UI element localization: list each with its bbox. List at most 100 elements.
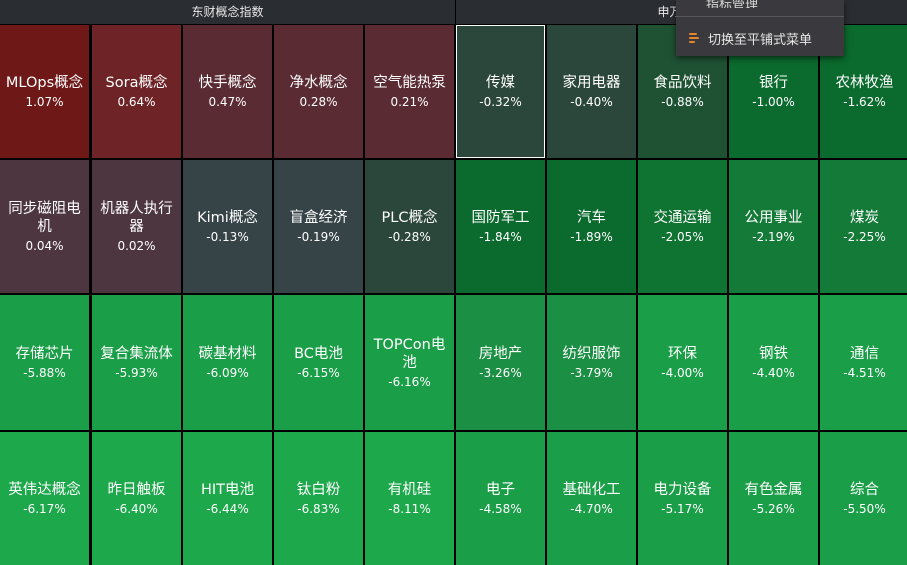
heatmap-grid: MLOps概念 1.07% Sora概念 0.64% 快手概念 0.47% 净水概念 0.28… bbox=[0, 25, 907, 565]
tile-name: 农林牧渔 bbox=[835, 74, 894, 91]
tile-change-pct: 0.21% bbox=[390, 94, 429, 109]
tile-change-pct: -4.00% bbox=[661, 365, 704, 380]
tile-name: 煤炭 bbox=[850, 209, 879, 226]
heatmap-tile[interactable]: 有色金属 -5.26% bbox=[729, 432, 818, 565]
tile-name: HIT电池 bbox=[200, 481, 255, 498]
tile-name: 钢铁 bbox=[759, 345, 788, 362]
tile-name: MLOps概念 bbox=[5, 74, 84, 91]
heatmap-tile[interactable]: 传媒 -0.32% bbox=[456, 25, 545, 158]
heatmap-tile[interactable]: MLOps概念 1.07% bbox=[0, 25, 89, 158]
tile-name: BC电池 bbox=[294, 345, 343, 362]
heatmap-tile[interactable]: 基础化工 -4.70% bbox=[547, 432, 636, 565]
heatmap-tile[interactable]: 电力设备 -5.17% bbox=[638, 432, 727, 565]
heatmap-tile[interactable]: 国防军工 -1.84% bbox=[456, 160, 545, 293]
heatmap-tile[interactable]: 复合集流体 -5.93% bbox=[92, 295, 181, 430]
tile-change-pct: 0.64% bbox=[117, 94, 156, 109]
heatmap-tile[interactable]: 汽车 -1.89% bbox=[547, 160, 636, 293]
heatmap-tile[interactable]: 家用电器 -0.40% bbox=[547, 25, 636, 158]
tile-name: Kimi概念 bbox=[197, 209, 258, 226]
heatmap-tile[interactable]: 有机硅 -8.11% bbox=[365, 432, 454, 565]
tile-name: 有色金属 bbox=[744, 481, 803, 498]
heatmap-tile[interactable]: 综合 -5.50% bbox=[820, 432, 907, 565]
tile-change-pct: -4.58% bbox=[479, 501, 522, 516]
menu-item-partial[interactable]: 指标管理 bbox=[706, 0, 759, 8]
heatmap-tile[interactable]: BC电池 -6.15% bbox=[274, 295, 363, 430]
menu-bars-icon bbox=[686, 30, 702, 46]
tile-change-pct: -6.16% bbox=[388, 374, 431, 389]
tile-change-pct: 0.47% bbox=[208, 94, 247, 109]
heatmap-tile[interactable]: 通信 -4.51% bbox=[820, 295, 907, 430]
heatmap-tile[interactable]: TOPCon电池 -6.16% bbox=[365, 295, 454, 430]
heatmap-tile[interactable]: 空气能热泵 0.21% bbox=[365, 25, 454, 158]
tile-name: 电子 bbox=[486, 481, 515, 498]
tile-name: 房地产 bbox=[478, 345, 523, 362]
tile-change-pct: -5.88% bbox=[23, 365, 66, 380]
tile-change-pct: -6.09% bbox=[206, 365, 249, 380]
tile-change-pct: -1.84% bbox=[479, 229, 522, 244]
tile-change-pct: 0.04% bbox=[25, 238, 64, 253]
menu-divider bbox=[676, 16, 844, 17]
tile-change-pct: -5.50% bbox=[843, 501, 886, 516]
tile-name: 快手概念 bbox=[198, 74, 257, 91]
tile-name: 昨日触板 bbox=[107, 481, 166, 498]
tile-change-pct: -0.32% bbox=[479, 94, 522, 109]
tile-name: 空气能热泵 bbox=[373, 74, 446, 91]
switch-menu-label: 切换至平铺式菜单 bbox=[708, 32, 813, 48]
heatmap-tile[interactable]: 纺织服饰 -3.79% bbox=[547, 295, 636, 430]
tile-name: 公用事业 bbox=[744, 209, 803, 226]
tile-name: PLC概念 bbox=[381, 209, 438, 226]
heatmap-tile[interactable]: 同步磁阻电机 0.04% bbox=[0, 160, 89, 293]
tile-change-pct: -5.93% bbox=[115, 365, 158, 380]
heatmap-tile[interactable]: 盲盒经济 -0.19% bbox=[274, 160, 363, 293]
heatmap-tile[interactable]: 钢铁 -4.40% bbox=[729, 295, 818, 430]
tile-change-pct: -0.88% bbox=[661, 94, 704, 109]
heatmap-tile[interactable]: 英伟达概念 -6.17% bbox=[0, 432, 89, 565]
tile-name: 机器人执行器 bbox=[100, 200, 173, 235]
heatmap-tile[interactable]: 房地产 -3.26% bbox=[456, 295, 545, 430]
heatmap-tile[interactable]: 昨日触板 -6.40% bbox=[92, 432, 181, 565]
heatmap-tile[interactable]: 钛白粉 -6.83% bbox=[274, 432, 363, 565]
heatmap-tile[interactable]: 公用事业 -2.19% bbox=[729, 160, 818, 293]
tile-change-pct: -4.40% bbox=[752, 365, 795, 380]
tile-change-pct: -3.79% bbox=[570, 365, 613, 380]
switch-to-tiled-menu-item[interactable]: 切换至平铺式菜单 bbox=[676, 24, 844, 52]
tile-change-pct: -6.44% bbox=[206, 501, 249, 516]
tile-change-pct: -6.15% bbox=[297, 365, 340, 380]
heatmap-tile[interactable]: 交通运输 -2.05% bbox=[638, 160, 727, 293]
tile-change-pct: -5.17% bbox=[661, 501, 704, 516]
tile-name: 复合集流体 bbox=[100, 345, 173, 362]
heatmap-tile[interactable]: HIT电池 -6.44% bbox=[183, 432, 272, 565]
tile-change-pct: 0.02% bbox=[117, 238, 156, 253]
heatmap-tile[interactable]: 快手概念 0.47% bbox=[183, 25, 272, 158]
tile-change-pct: -4.51% bbox=[843, 365, 886, 380]
tile-name: 钛白粉 bbox=[296, 481, 341, 498]
heatmap-tile[interactable]: 煤炭 -2.25% bbox=[820, 160, 907, 293]
concept-index-title: 东财概念指数 bbox=[0, 0, 456, 24]
heatmap-tile[interactable]: 环保 -4.00% bbox=[638, 295, 727, 430]
tile-name: TOPCon电池 bbox=[373, 336, 446, 371]
tile-change-pct: -2.19% bbox=[752, 229, 795, 244]
heatmap-tile[interactable]: 净水概念 0.28% bbox=[274, 25, 363, 158]
heatmap-tile[interactable]: 存储芯片 -5.88% bbox=[0, 295, 89, 430]
tile-name: 汽车 bbox=[577, 209, 606, 226]
tile-name: 食品饮料 bbox=[653, 74, 712, 91]
heatmap-tile[interactable]: 碳基材料 -6.09% bbox=[183, 295, 272, 430]
tile-name: 电力设备 bbox=[653, 481, 712, 498]
heatmap-tile[interactable]: 机器人执行器 0.02% bbox=[92, 160, 181, 293]
tile-change-pct: -1.89% bbox=[570, 229, 613, 244]
heatmap-tile[interactable]: Kimi概念 -0.13% bbox=[183, 160, 272, 293]
tile-name: 同步磁阻电机 bbox=[8, 200, 81, 235]
tile-name: 纺织服饰 bbox=[562, 345, 621, 362]
tile-name: 有机硅 bbox=[387, 481, 432, 498]
tile-change-pct: -0.40% bbox=[570, 94, 613, 109]
tile-name: 家用电器 bbox=[562, 74, 621, 91]
heatmap-tile[interactable]: PLC概念 -0.28% bbox=[365, 160, 454, 293]
heatmap-tile[interactable]: 电子 -4.58% bbox=[456, 432, 545, 565]
tile-change-pct: -0.28% bbox=[388, 229, 431, 244]
tile-name: 英伟达概念 bbox=[8, 481, 81, 498]
tile-change-pct: -6.40% bbox=[115, 501, 158, 516]
heatmap-tile[interactable]: Sora概念 0.64% bbox=[92, 25, 181, 158]
tile-name: 存储芯片 bbox=[15, 345, 74, 362]
tile-name: 环保 bbox=[668, 345, 697, 362]
tile-change-pct: -0.19% bbox=[297, 229, 340, 244]
